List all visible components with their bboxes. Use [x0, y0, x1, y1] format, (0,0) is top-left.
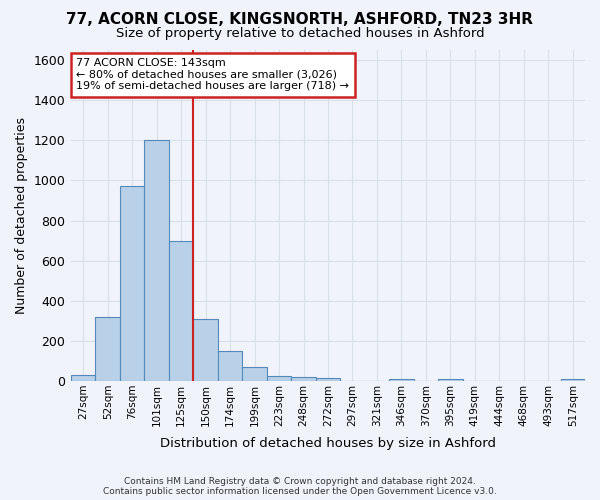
Bar [560, 379, 585, 381]
Text: Contains HM Land Registry data © Crown copyright and database right 2024.: Contains HM Land Registry data © Crown c… [124, 477, 476, 486]
Bar [389, 379, 413, 381]
Bar [120, 186, 145, 381]
Bar [267, 376, 291, 381]
Y-axis label: Number of detached properties: Number of detached properties [15, 117, 28, 314]
Bar [145, 140, 169, 381]
Bar [193, 319, 218, 381]
Bar [438, 379, 463, 381]
Bar [218, 351, 242, 381]
Bar [71, 376, 95, 381]
Bar [169, 240, 193, 381]
Text: 77, ACORN CLOSE, KINGSNORTH, ASHFORD, TN23 3HR: 77, ACORN CLOSE, KINGSNORTH, ASHFORD, TN… [67, 12, 533, 28]
X-axis label: Distribution of detached houses by size in Ashford: Distribution of detached houses by size … [160, 437, 496, 450]
Bar [95, 317, 120, 381]
Bar [242, 367, 267, 381]
Bar [316, 378, 340, 381]
Text: Contains public sector information licensed under the Open Government Licence v3: Contains public sector information licen… [103, 487, 497, 496]
Bar [291, 377, 316, 381]
Text: Size of property relative to detached houses in Ashford: Size of property relative to detached ho… [116, 28, 484, 40]
Text: 77 ACORN CLOSE: 143sqm
← 80% of detached houses are smaller (3,026)
19% of semi-: 77 ACORN CLOSE: 143sqm ← 80% of detached… [76, 58, 349, 92]
